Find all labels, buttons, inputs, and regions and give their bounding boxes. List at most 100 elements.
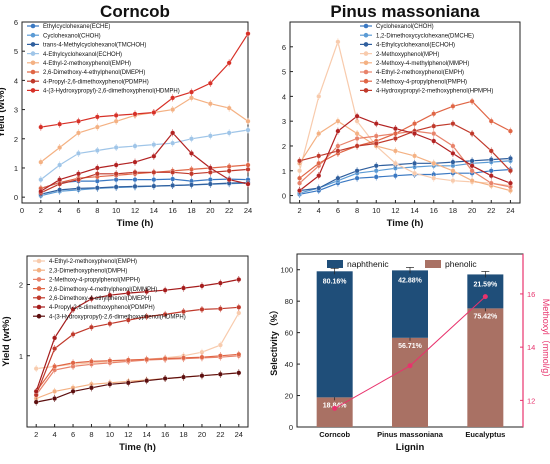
- y-tick-label: 100: [280, 266, 293, 275]
- data-point: [226, 60, 232, 66]
- data-point: [33, 366, 39, 372]
- series-line: [35, 306, 239, 396]
- x-tick-label: 10: [112, 206, 120, 215]
- x-tick-label: 2: [34, 430, 38, 439]
- legend-label: 4-Propyl-2,6-dimethoxyphenol(PDMPH): [43, 79, 149, 85]
- data-point: [373, 174, 379, 180]
- data-point: [226, 105, 232, 111]
- data-point: [332, 405, 338, 411]
- data-point: [245, 118, 251, 124]
- x-axis-label: Time (h): [119, 442, 156, 453]
- data-point: [57, 145, 63, 150]
- x-tick-label: 18: [449, 206, 457, 215]
- data-point: [57, 187, 63, 193]
- y-tick-label: 20: [285, 392, 293, 401]
- data-point: [189, 182, 194, 188]
- data-point: [316, 131, 322, 137]
- series-3: [33, 350, 242, 395]
- x-tick-label: 4: [58, 206, 62, 215]
- data-point: [144, 356, 150, 362]
- data-point: [113, 112, 119, 118]
- legend-swatch-marker: [30, 51, 36, 56]
- data-point: [207, 101, 213, 107]
- x-tick-label: 6: [76, 206, 80, 215]
- data-point: [107, 292, 113, 298]
- x-tick-label: 12: [391, 206, 399, 215]
- y-tick-label: 0: [282, 192, 286, 201]
- legend-label: 2,3-Dimethoxyphenol(DMPH): [49, 268, 127, 274]
- y2-tick-label: 12: [527, 396, 535, 405]
- x-tick-label: 4: [317, 206, 321, 215]
- bar-phenolic: [392, 337, 428, 427]
- data-point: [70, 360, 76, 366]
- data-point: [469, 163, 475, 169]
- data-label: 21.59%: [473, 281, 498, 288]
- data-point: [316, 185, 322, 191]
- y-tick-label: 4: [14, 76, 18, 85]
- x-tick-label: 8: [95, 206, 99, 215]
- data-point: [170, 169, 176, 175]
- legend-label: naphthenic: [347, 259, 389, 269]
- series-8: [38, 129, 251, 195]
- bar-naphthenic: [316, 271, 353, 398]
- data-point: [507, 180, 513, 186]
- bar-phenolic: [467, 308, 504, 427]
- chart-title: Pinus massoniana: [330, 2, 480, 21]
- data-point: [189, 89, 194, 95]
- y-tick-label: 5: [282, 68, 286, 77]
- data-point: [125, 357, 131, 363]
- y-tick-label: 1: [282, 167, 286, 176]
- data-point: [488, 173, 494, 179]
- data-point: [151, 110, 157, 115]
- data-point: [170, 183, 176, 188]
- series-6: [33, 369, 242, 406]
- data-point: [207, 165, 213, 171]
- data-point: [162, 287, 168, 293]
- series-line: [35, 372, 239, 400]
- legend-label: 2-Methoxy-4-methylphenol(MMPH): [376, 61, 469, 67]
- data-point: [189, 150, 194, 156]
- legend-swatch-marker: [30, 32, 36, 38]
- series-line: [35, 355, 239, 396]
- data-point: [89, 359, 94, 364]
- legend-label: 1,2-Dimethoxycyclohexane(DMCHE): [376, 33, 474, 39]
- data-point: [297, 175, 303, 181]
- data-point: [431, 175, 437, 181]
- x-tick-label: 22: [225, 206, 233, 215]
- data-point: [199, 373, 205, 379]
- y2-tick-label: 16: [527, 290, 535, 299]
- data-point: [392, 136, 398, 141]
- y-tick-label: 5: [14, 47, 18, 56]
- data-point: [170, 140, 176, 146]
- y-tick-label: 1: [19, 352, 23, 361]
- data-point: [482, 294, 488, 300]
- data-point: [57, 162, 63, 168]
- x-tick-label: 22: [487, 206, 495, 215]
- data-point: [132, 183, 138, 189]
- series-line: [299, 123, 511, 172]
- legend-swatch-marker: [363, 23, 369, 29]
- legend-swatch-marker: [30, 23, 36, 29]
- data-point: [144, 289, 150, 295]
- x-tick-label: 24: [244, 206, 252, 215]
- x-tick-label: 12: [124, 430, 132, 439]
- data-point: [226, 168, 232, 174]
- series-4: [297, 117, 513, 195]
- data-point: [170, 95, 176, 101]
- legend-swatch-marker: [363, 69, 369, 75]
- data-point: [207, 133, 213, 139]
- data-point: [94, 148, 100, 153]
- data-point: [431, 123, 437, 129]
- bar-naphthenic: [467, 274, 504, 309]
- data-point: [70, 388, 76, 394]
- data-point: [236, 310, 242, 316]
- data-point: [226, 177, 232, 183]
- data-point: [181, 374, 186, 380]
- data-point: [217, 371, 223, 377]
- data-point: [431, 111, 437, 117]
- data-point: [199, 283, 205, 289]
- y-tick-label: 40: [285, 360, 293, 369]
- y-tick-label: 4: [282, 92, 286, 101]
- legend-swatch: [425, 260, 441, 268]
